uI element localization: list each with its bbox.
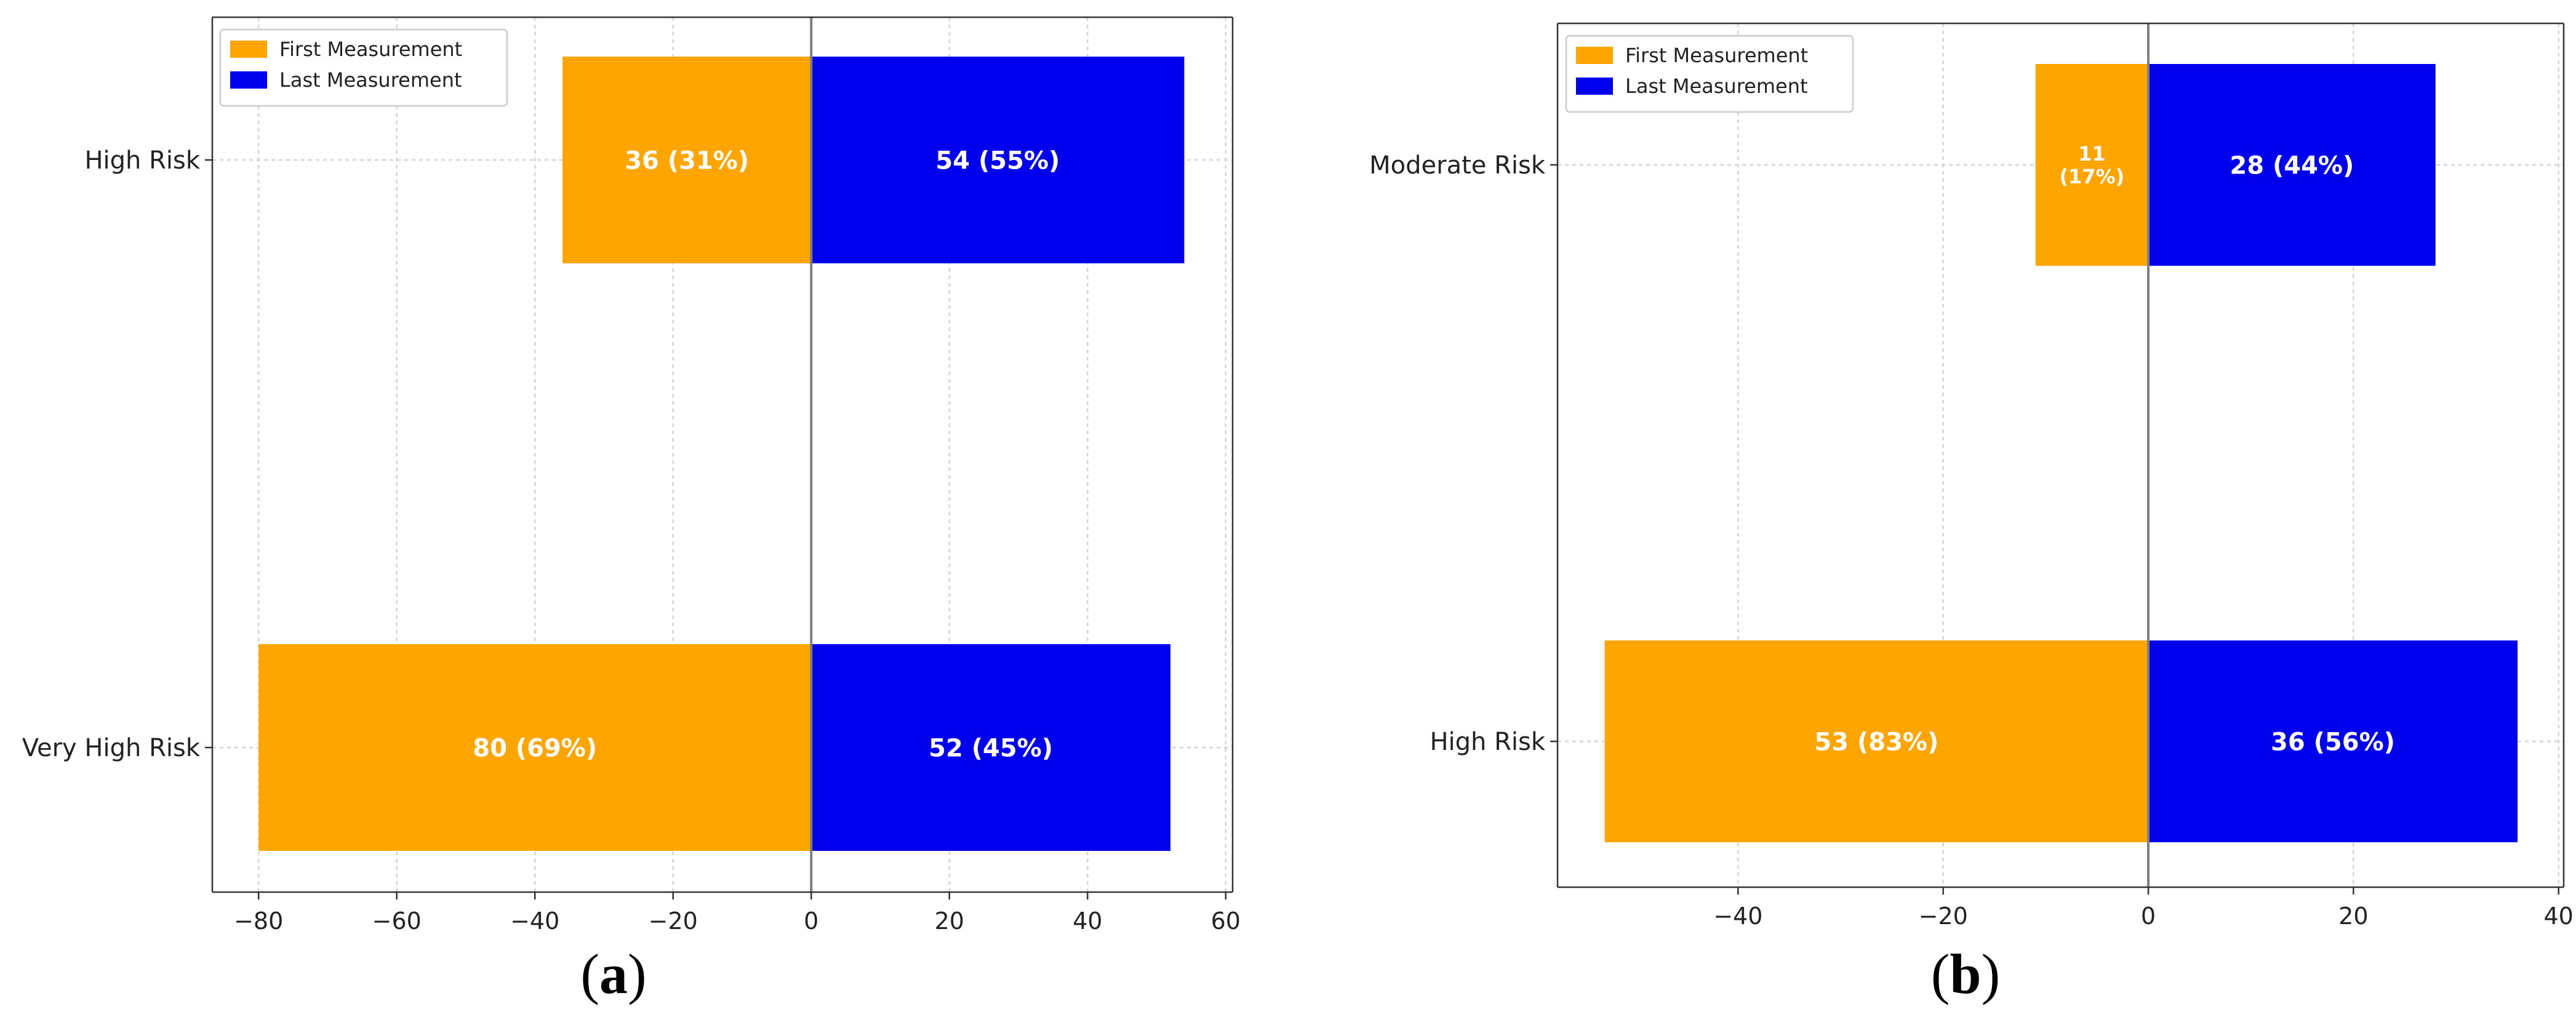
legend-box xyxy=(1565,34,1854,113)
bar-value-label: 36 (31%) xyxy=(625,146,749,175)
x-tick-label: −40 xyxy=(1713,903,1762,930)
y-tick-label: High Risk xyxy=(1430,728,1545,756)
bar-value-label: 80 (69%) xyxy=(473,734,597,762)
bar-value-label: 11 (17%) xyxy=(2059,142,2124,188)
x-tick-label: −20 xyxy=(1919,903,1968,930)
x-tick-label: 20 xyxy=(935,907,964,935)
y-tick-label: Moderate Risk xyxy=(1369,151,1546,180)
legend-label: First Measurement xyxy=(1625,44,1808,67)
bar-last-measurement xyxy=(2148,640,2518,842)
legend-label: Last Measurement xyxy=(1625,74,1808,98)
caption-b: (b) xyxy=(1930,943,2001,1005)
x-tick-label: −60 xyxy=(372,907,422,935)
x-tick-label: 60 xyxy=(1211,907,1241,935)
bar-first-measurement xyxy=(258,644,812,851)
caption-letter: a xyxy=(599,943,628,1005)
bar-first-measurement xyxy=(2035,64,2148,266)
legend-swatch xyxy=(1576,78,1613,95)
legend-swatch xyxy=(230,41,267,58)
caption-letter: b xyxy=(1950,943,1982,1005)
bar-value-label: 52 (45%) xyxy=(929,734,1053,762)
legend: First Measurement Last Measurement xyxy=(219,28,508,107)
chart-panel-b: 11 (17%) 53 (83%) 28 (44%) 36 (56%) −40 −20 0 20… xyxy=(1369,22,2574,930)
bar-value-label: 36 (56%) xyxy=(2271,728,2395,756)
y-tick-label: High Risk xyxy=(84,146,200,175)
bar-first-measurement xyxy=(562,57,812,263)
x-tick-label: 20 xyxy=(2338,903,2368,930)
y-tick-label: Very High Risk xyxy=(22,734,201,762)
bar-value-label: 28 (44%) xyxy=(2230,151,2354,180)
x-tick-label: 0 xyxy=(804,907,818,935)
legend-swatch xyxy=(230,71,267,89)
bar-last-measurement xyxy=(811,644,1170,851)
x-tick-label: −40 xyxy=(510,907,559,935)
legend-label: Last Measurement xyxy=(279,68,462,92)
x-tick-label: −80 xyxy=(234,907,283,935)
legend-swatch xyxy=(1576,47,1613,64)
x-tick-label: 0 xyxy=(2141,903,2156,930)
bar-last-measurement xyxy=(811,57,1185,263)
x-tick-label: −20 xyxy=(649,907,698,935)
chart-panel-a: 36 (31%) 80 (69%) 54 (55%) 52 (45%) −80 −60 −4… xyxy=(22,16,1241,935)
legend-box xyxy=(219,28,508,107)
caption-a: (a) xyxy=(580,943,647,1005)
bar-first-measurement xyxy=(1604,640,2148,842)
legend: First Measurement Last Measurement xyxy=(1565,34,1854,113)
x-tick-label: 40 xyxy=(1073,907,1102,935)
bar-value-label: 53 (83%) xyxy=(1814,728,1938,756)
x-tick-label: 40 xyxy=(2543,903,2573,930)
bar-last-measurement xyxy=(2148,64,2436,266)
bar-value-label: 54 (55%) xyxy=(935,146,1060,175)
legend-label: First Measurement xyxy=(279,38,462,61)
